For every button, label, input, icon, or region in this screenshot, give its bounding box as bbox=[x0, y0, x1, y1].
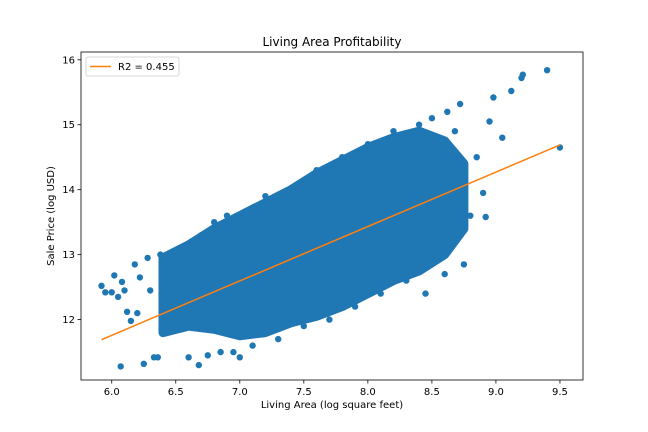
scatter-point bbox=[117, 363, 124, 370]
scatter-point bbox=[482, 213, 489, 221]
scatter-point bbox=[144, 254, 151, 262]
scatter-point bbox=[460, 261, 468, 268]
x-tick-label: 9.5 bbox=[552, 387, 568, 398]
scatter-point bbox=[223, 212, 231, 219]
scatter-point-cloud bbox=[158, 126, 469, 341]
scatter-point bbox=[108, 289, 115, 296]
legend-box bbox=[85, 56, 180, 77]
scatter-point bbox=[118, 278, 126, 286]
x-tick-label: 6.0 bbox=[104, 387, 120, 398]
scatter-point bbox=[236, 354, 243, 361]
scatter-point bbox=[198, 232, 205, 239]
x-tick-label: 6.5 bbox=[168, 387, 184, 398]
scatter-point bbox=[134, 309, 141, 317]
y-tick-label: 15 bbox=[62, 120, 75, 131]
legend-label-regression-line: R2 = 0.455 bbox=[118, 62, 175, 73]
scatter-point bbox=[456, 100, 464, 108]
x-tick-label: 9.0 bbox=[488, 387, 504, 398]
scatter-point bbox=[230, 348, 237, 356]
scatter-point bbox=[162, 303, 169, 310]
scatter-point bbox=[508, 87, 515, 95]
scatter-point bbox=[444, 108, 451, 116]
y-tick-label: 14 bbox=[62, 185, 75, 196]
scatter-point bbox=[287, 186, 295, 193]
scatter-point bbox=[121, 287, 128, 294]
scatter-point bbox=[300, 322, 307, 330]
scatter-point bbox=[136, 274, 144, 281]
scatter-point bbox=[490, 94, 497, 101]
scatter-point bbox=[262, 193, 269, 200]
y-tick-label: 16 bbox=[62, 55, 75, 66]
x-tick-label: 7.5 bbox=[296, 387, 312, 398]
scatter-point bbox=[519, 71, 526, 78]
chart-title: Living Area Profitability bbox=[262, 35, 401, 49]
scatter-point bbox=[154, 354, 161, 361]
scatter-point bbox=[486, 118, 493, 125]
scatter-point bbox=[127, 317, 135, 325]
scatter-point bbox=[195, 361, 202, 369]
scatter-point bbox=[187, 238, 195, 245]
scatter-point bbox=[326, 316, 333, 323]
scatter-point bbox=[172, 248, 179, 255]
y-tick-label: 12 bbox=[62, 315, 75, 326]
y-axis-label: Sale Price (log USD) bbox=[46, 166, 57, 266]
x-axis-label: Living Area (log square feet) bbox=[261, 400, 403, 411]
x-tick-label: 7.0 bbox=[232, 387, 248, 398]
scatter-point bbox=[473, 154, 480, 161]
scatter-point bbox=[422, 290, 429, 297]
legend: R2 = 0.455 bbox=[85, 56, 180, 77]
scatter-point bbox=[499, 134, 506, 141]
scatter-point bbox=[364, 141, 372, 148]
scatter-point bbox=[185, 354, 192, 361]
plot-area bbox=[98, 67, 564, 370]
scatter-point bbox=[140, 360, 147, 367]
scatter-point bbox=[249, 342, 256, 349]
scatter-point bbox=[211, 219, 218, 226]
scatter-point bbox=[217, 348, 224, 356]
scatter-point bbox=[123, 308, 131, 315]
scatter-point bbox=[131, 261, 138, 268]
x-axis: 6.0 6.5 7.0 7.5 8.0 8.5 9.0 9.5 bbox=[104, 380, 568, 398]
scatter-point bbox=[275, 335, 282, 343]
scatter-point bbox=[157, 251, 164, 258]
scatter-point bbox=[390, 128, 397, 135]
scatter-point bbox=[479, 189, 487, 197]
scatter-point bbox=[204, 352, 211, 359]
scatter-point bbox=[351, 303, 359, 310]
scatter-point bbox=[166, 252, 173, 260]
scatter-point bbox=[451, 128, 459, 135]
scatter-point bbox=[428, 115, 436, 122]
scatter-point bbox=[147, 287, 154, 294]
regression-line bbox=[101, 144, 561, 341]
scatter-point bbox=[467, 212, 474, 219]
scatter-point bbox=[441, 270, 448, 278]
x-tick-label: 8.5 bbox=[424, 387, 440, 398]
scatter-point bbox=[543, 67, 551, 74]
scatter-point bbox=[415, 121, 423, 128]
scatter-point bbox=[313, 167, 320, 174]
scatter-point bbox=[339, 154, 346, 161]
scatter-point bbox=[102, 289, 109, 296]
scatter-point bbox=[377, 290, 384, 297]
scatter-point bbox=[111, 272, 118, 279]
scatter-point bbox=[403, 277, 410, 284]
scatter-point bbox=[114, 293, 122, 301]
scatter-point bbox=[98, 282, 105, 289]
x-tick-label: 8.0 bbox=[360, 387, 376, 398]
plot-frame bbox=[80, 51, 584, 381]
scatter-point bbox=[179, 322, 186, 330]
y-tick-label: 13 bbox=[62, 250, 75, 261]
y-axis: 12 13 14 15 16 bbox=[62, 55, 81, 326]
